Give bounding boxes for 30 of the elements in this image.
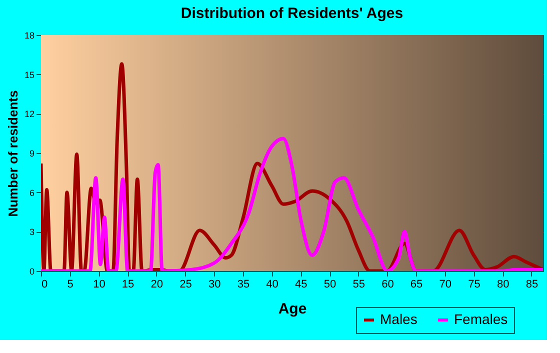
legend-label: Males (380, 311, 418, 327)
y-tick-label: 0 (29, 266, 34, 276)
x-tick-label: 10 (93, 278, 106, 290)
y-tick-label: 12 (24, 109, 34, 120)
x-tick-label: 55 (352, 278, 365, 290)
y-tick-label: 3 (29, 227, 34, 238)
x-tick-label: 20 (150, 278, 164, 290)
x-tick-label: 5 (67, 278, 74, 290)
x-tick-label: 80 (496, 278, 510, 290)
x-tick-label: 85 (526, 278, 538, 290)
x-tick-label: 75 (468, 278, 480, 290)
y-tick-label: 6 (29, 188, 34, 198)
x-tick-label: 60 (382, 278, 394, 290)
x-tick-label: 35 (237, 278, 250, 290)
x-axis-title: Age (278, 300, 307, 318)
legend-label: Females (454, 311, 508, 327)
x-tick-label: 30 (208, 278, 221, 290)
x-tick-label: 70 (439, 278, 452, 290)
y-tick-label: 9 (29, 148, 34, 158)
y-tick-label: 18 (24, 30, 34, 40)
x-tick-label: 15 (122, 278, 134, 290)
x-tick-label: 0 (42, 278, 48, 290)
x-tick-label: 25 (180, 278, 192, 290)
x-tick-label: 40 (266, 278, 278, 290)
y-tick-label: 15 (24, 70, 34, 80)
x-tick-label: 50 (324, 278, 336, 290)
x-tick-label: 65 (410, 278, 423, 290)
x-tick-label: 45 (295, 278, 308, 290)
y-axis-title: Number of residents (5, 90, 20, 217)
chart-title: Distribution of Residents' Ages (180, 5, 404, 22)
